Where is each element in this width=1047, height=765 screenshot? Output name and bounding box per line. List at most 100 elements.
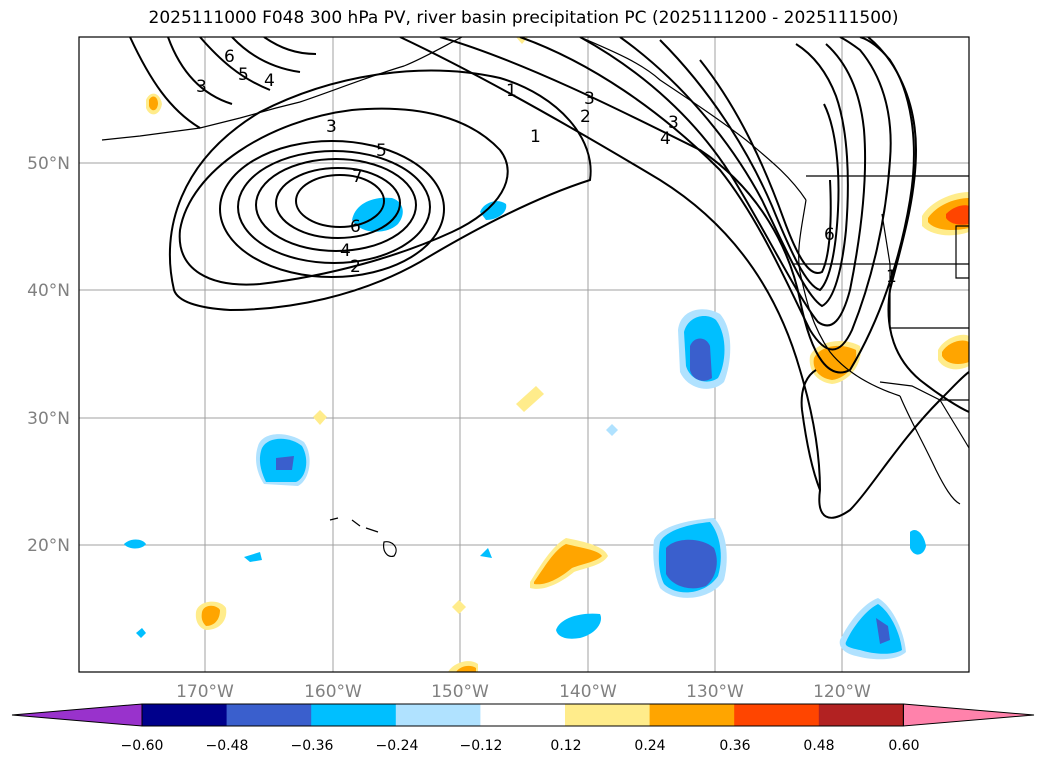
- pv-contour-upper-2: [167, 37, 233, 105]
- colorbar-swatch: [395, 704, 481, 726]
- pv-contour-5: [255, 158, 417, 252]
- neg-blob-113w-20n: [910, 529, 926, 555]
- lon-label: 120°W: [813, 682, 871, 702]
- pv-contour-trough-3: [579, 37, 867, 327]
- pv-label: 1: [506, 81, 517, 101]
- coastline-mexico: [939, 399, 969, 449]
- latitude-axis: 50°N 40°N 30°N 20°N: [27, 154, 70, 556]
- pv-contour-2-west: [178, 107, 509, 286]
- coastline-aleutians: [101, 101, 301, 141]
- pv-contour-labels: 6 5 4 3 3 5 7 6 4 2 1 1 3 2 4 3 6 1: [196, 47, 897, 287]
- pv-label: 4: [264, 71, 275, 91]
- pv-contour-upper-1: [199, 37, 271, 91]
- pv-contour-3: [219, 140, 445, 278]
- pos-blob-142w-19n-core: [534, 544, 602, 585]
- neg-blob-147w-46n: [480, 201, 507, 220]
- pv-label: 6: [824, 225, 835, 245]
- pv-contour-trough-6: [699, 59, 832, 275]
- pv-contour-east: [867, 37, 969, 413]
- pv-contour-upper-4: [231, 37, 301, 73]
- pv-label: 4: [340, 241, 351, 261]
- pv-label: 6: [224, 47, 235, 67]
- pv-contour-trough-5: [659, 39, 840, 292]
- colorbar-tick-label: 0.60: [888, 738, 919, 754]
- pv-contour-trough-2: [519, 37, 892, 351]
- pos-small-150w-11n-core: [456, 665, 476, 672]
- colorbar-swatch: [142, 704, 228, 726]
- pv-label: 5: [376, 141, 387, 161]
- precipitation-shading: [124, 37, 969, 672]
- pv-label: 3: [326, 117, 337, 137]
- border-us-mexico: [879, 381, 969, 401]
- pv-contour-upper-3: [129, 37, 201, 129]
- lon-label: 140°W: [559, 682, 617, 702]
- pv-contour-4: [237, 150, 431, 264]
- pv-contours: [129, 37, 969, 519]
- neg-small-138w-29n: [606, 424, 618, 436]
- pos-blob-113w-36n-core: [942, 340, 969, 364]
- pv-label: 5: [238, 65, 249, 85]
- colorbar-swatch: [226, 704, 312, 726]
- pv-contour-6: [275, 167, 401, 239]
- lon-label: 130°W: [686, 682, 744, 702]
- lat-label: 40°N: [27, 281, 70, 301]
- colorbar: [11, 703, 1035, 727]
- neg-small-166w-19n: [244, 552, 262, 562]
- neg-small-175w-13n: [136, 628, 146, 638]
- colorbar-tick-label: 0.36: [719, 738, 750, 754]
- lon-label: 160°W: [304, 682, 362, 702]
- colorbar-frame: [141, 703, 904, 727]
- lon-label: 170°W: [176, 682, 234, 702]
- coastline-west-coast: [798, 199, 901, 397]
- pv-contour-upper-5: [263, 37, 317, 55]
- pv-label: 7: [352, 167, 363, 187]
- neg-blob-117w-14n-inner: [876, 618, 890, 644]
- pos-blob-115w-45n-inner: [946, 205, 969, 225]
- pos-small-161w-30n: [313, 410, 327, 425]
- lon-label: 150°W: [431, 682, 489, 702]
- colorbar-tick-label: −0.24: [376, 738, 419, 754]
- neg-blob-142w-13n: [556, 613, 602, 639]
- coastline-bc: [579, 37, 807, 201]
- pv-contour-1-west: [168, 69, 592, 312]
- pv-label: 1: [530, 127, 541, 147]
- pv-label: 1: [886, 267, 897, 287]
- pv-label: 3: [196, 77, 207, 97]
- lat-label: 50°N: [27, 154, 70, 174]
- pos-small-170w-14n-core: [201, 605, 220, 626]
- coastlines: [101, 37, 969, 557]
- coastline-baja: [899, 395, 961, 505]
- colorbar-swatch: [311, 704, 397, 726]
- pv-label: 2: [350, 257, 361, 277]
- neg-blob-117w-14n-core: [845, 604, 902, 654]
- colorbar-swatch: [734, 704, 820, 726]
- pv-label: 6: [350, 217, 361, 237]
- colorbar-extend-min: [11, 703, 143, 727]
- colorbar-tick-label: −0.60: [121, 738, 164, 754]
- pos-small-174w-54n-core: [149, 96, 158, 111]
- hawaii-islands: [329, 517, 397, 557]
- pv-label: 2: [580, 107, 591, 127]
- map-title: 2025111000 F048 300 hPa PV, river basin …: [148, 8, 899, 28]
- colorbar-tick-label: −0.48: [206, 738, 249, 754]
- pv-contour-outer: [399, 37, 969, 519]
- colorbar-tick-label: −0.12: [460, 738, 503, 754]
- pv-label: 4: [660, 129, 671, 149]
- neg-blob-132w-19n-inner: [666, 539, 717, 589]
- pos-small-145w-31n: [516, 386, 544, 412]
- colorbar-tick-label: 0.24: [634, 738, 665, 754]
- pv-contour-subtrop: [800, 369, 821, 491]
- colorbar-swatch: [565, 704, 651, 726]
- map-frame: [78, 36, 970, 673]
- neg-blob-132w-36n-inner: [690, 338, 712, 381]
- neg-small-175w-20n: [124, 539, 146, 549]
- pos-small-150w-15n: [452, 600, 466, 614]
- longitude-axis: 170°W 160°W 150°W 140°W 130°W 120°W: [176, 682, 871, 702]
- lat-label: 30°N: [27, 409, 70, 429]
- pv-label: 3: [668, 113, 679, 133]
- neg-small-150w-19n: [480, 548, 492, 558]
- colorbar-tick-label: −0.36: [291, 738, 334, 754]
- pv-label: 3: [584, 89, 595, 109]
- pv-contour-trough-4: [619, 37, 849, 308]
